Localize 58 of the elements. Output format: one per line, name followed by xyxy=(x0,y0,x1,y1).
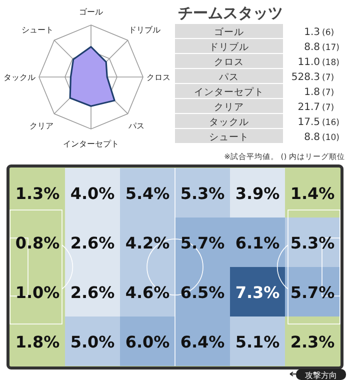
data-label: 17.5 xyxy=(298,117,320,128)
data-label: 4.2% xyxy=(125,233,170,252)
data-label: 21.7 xyxy=(298,102,320,113)
data-label: 6.1% xyxy=(235,233,280,252)
data-label: 0.8% xyxy=(15,233,60,252)
category-label: ドリブル xyxy=(209,41,249,53)
category-label: インターセプト xyxy=(194,86,264,98)
data-label: (7) xyxy=(322,88,334,98)
data-label: 5.3% xyxy=(180,184,225,203)
category-label: パス xyxy=(218,72,239,83)
spoke-label: クリア xyxy=(30,121,54,130)
data-label: 5.7% xyxy=(290,282,335,302)
data-label: 5.1% xyxy=(235,332,280,352)
data-label: 6.0% xyxy=(125,332,170,352)
category-label: クロス xyxy=(214,57,244,68)
data-label: (17) xyxy=(322,43,340,53)
category-label: ゴール xyxy=(214,26,244,38)
text: チームスタッツ xyxy=(178,4,283,22)
data-label: 5.4% xyxy=(125,184,170,203)
spoke-label: パス xyxy=(127,121,144,130)
data-label: 528.3 xyxy=(291,72,320,83)
data-label: (16) xyxy=(322,118,340,128)
data-label: 11.0 xyxy=(298,57,320,68)
spoke-label: ドリブル xyxy=(128,26,160,35)
data-label: 1.4% xyxy=(290,184,335,203)
data-label: 1.3% xyxy=(15,184,60,203)
spoke-label: シュート xyxy=(22,26,54,35)
data-label: 2.6% xyxy=(70,233,115,252)
text: 攻撃方向 xyxy=(305,371,337,380)
data-label: (7) xyxy=(322,73,334,83)
data-label: 1.8 xyxy=(304,87,320,98)
data-label: 8.8 xyxy=(304,132,320,143)
data-label: 6.5% xyxy=(180,282,225,302)
spoke-label: ゴール xyxy=(79,8,103,17)
data-label: 1.8% xyxy=(15,332,60,352)
data-label: 3.9% xyxy=(235,184,280,203)
data-label: 8.8 xyxy=(304,42,320,53)
spoke-label: タックル xyxy=(4,73,36,82)
data-label: (18) xyxy=(322,58,340,68)
data-label: 1.3 xyxy=(304,27,320,38)
data-label: 1.0% xyxy=(15,282,60,302)
data-label: (10) xyxy=(322,133,340,143)
data-label: 6.4% xyxy=(180,332,225,352)
category-label: クリア xyxy=(214,102,244,113)
data-label: 4.0% xyxy=(70,184,115,203)
data-label: 2.3% xyxy=(290,332,335,352)
spoke-label: インターセプト xyxy=(63,139,119,148)
data-label: (6) xyxy=(322,28,334,38)
data-label: 5.7% xyxy=(180,233,225,252)
category-label: シュート xyxy=(209,132,249,143)
data-label: 5.0% xyxy=(70,332,115,352)
data-label: 5.3% xyxy=(290,233,335,252)
data-label: 7.3% xyxy=(235,282,280,302)
spoke-label: クロス xyxy=(146,73,170,82)
data-label: 4.6% xyxy=(125,282,170,302)
data-label: 2.6% xyxy=(70,282,115,302)
category-label: タックル xyxy=(209,117,249,128)
data-label: (7) xyxy=(322,103,334,113)
